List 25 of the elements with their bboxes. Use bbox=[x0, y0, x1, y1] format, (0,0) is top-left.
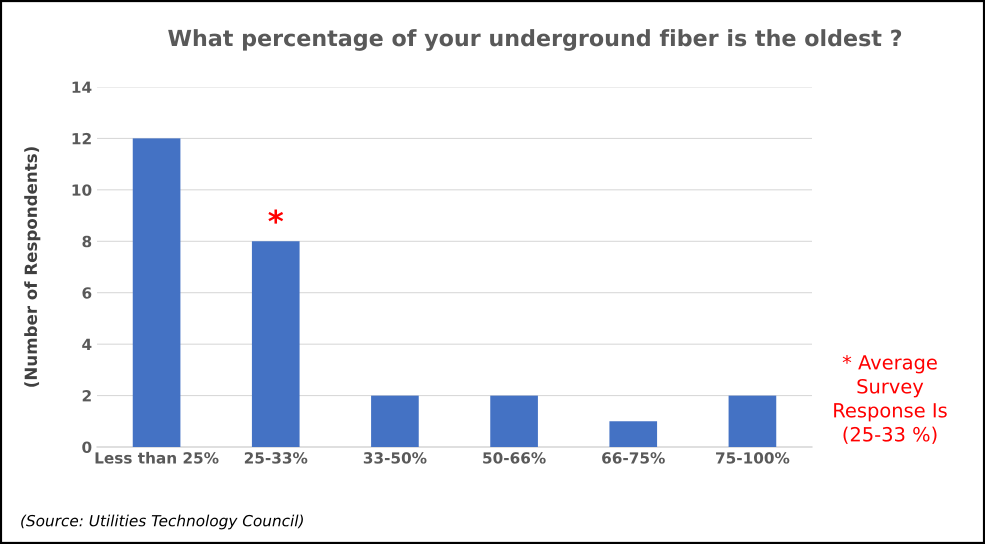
text: * Average Survey Response Is (25-33 %) bbox=[834, 354, 947, 444]
x-tick-label: Less than 25% bbox=[96, 452, 219, 464]
y-tick-label: 0 bbox=[82, 441, 92, 454]
y-tick-label: 14 bbox=[72, 82, 92, 93]
y-tick-label: 8 bbox=[82, 236, 92, 248]
y-tick-label: 12 bbox=[72, 132, 91, 144]
x-tick-label: 25-33% bbox=[244, 452, 308, 464]
bar bbox=[728, 396, 776, 447]
y-tick-label: 10 bbox=[72, 184, 92, 196]
bar bbox=[252, 241, 300, 447]
x-tick-label: 75-100% bbox=[716, 452, 790, 464]
y-axis-title: (Number of Respondents) bbox=[24, 147, 40, 387]
y-tick-label: 6 bbox=[82, 287, 92, 299]
bar bbox=[609, 421, 658, 447]
chart-title: What percentage of your underground fiber is the oldest ? bbox=[168, 29, 902, 51]
y-tick-label: 2 bbox=[82, 390, 91, 402]
x-tick-label: 33-50% bbox=[364, 452, 427, 464]
bar bbox=[132, 138, 180, 447]
bar bbox=[371, 396, 419, 447]
x-tick-label: 66-75% bbox=[602, 452, 665, 464]
annotation: * bbox=[268, 209, 284, 224]
bar bbox=[490, 396, 538, 447]
y-tick-label: 4 bbox=[82, 338, 92, 350]
x-tick-label: 50-66% bbox=[483, 452, 546, 464]
text: (Source: Utilities Technology Council) bbox=[21, 514, 303, 530]
